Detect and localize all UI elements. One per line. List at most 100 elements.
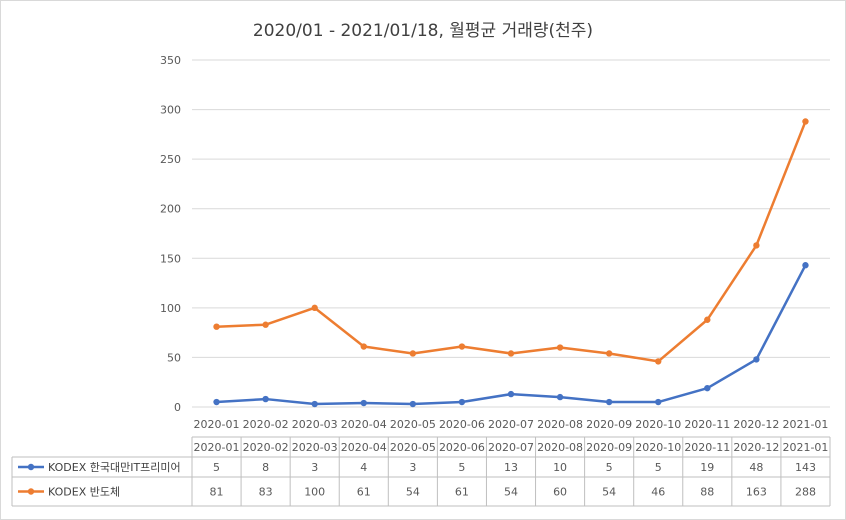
x-tick-label: 2020-07: [488, 418, 534, 431]
y-tick-labels: 0 50 100 150 200 250 300 350: [160, 54, 181, 414]
y-tick-label: 150: [160, 252, 181, 265]
x-tick-label: 2020-04: [341, 418, 387, 431]
data-point: [409, 350, 417, 357]
x-tick-label: 2020-08: [537, 418, 583, 431]
y-tick-label: 350: [160, 54, 181, 67]
data-point: [802, 262, 809, 269]
y-tick-label: 300: [160, 104, 181, 117]
y-tick-label: 0: [174, 401, 181, 414]
table-header-cell: 2020-06: [439, 441, 485, 454]
table-value-cell: 4: [360, 461, 367, 474]
y-tick-label: 100: [160, 302, 181, 315]
table-header-cell: 2020-01: [194, 441, 240, 454]
data-point: [605, 350, 613, 357]
series-lines: [213, 118, 809, 408]
data-point: [213, 398, 220, 406]
data-point: [458, 343, 466, 350]
table-header-cell: 2020-04: [341, 441, 387, 454]
table-header-cell: 2020-12: [733, 441, 779, 454]
table-value-cell: 46: [651, 486, 665, 499]
table-value-cell: 10: [553, 461, 567, 474]
table-header-cell: 2020-03: [292, 441, 338, 454]
table-value-cell: 3: [409, 461, 416, 474]
data-point: [409, 400, 417, 408]
series-line: [216, 121, 807, 363]
x-tick-label: 2020-12: [733, 418, 779, 431]
table-value-cell: 5: [655, 461, 662, 474]
table-header-cell: 2020-07: [488, 441, 534, 454]
table-value-cell: 19: [700, 461, 714, 474]
x-tick-label: 2020-01: [194, 418, 240, 431]
table-value-cell: 61: [455, 486, 469, 499]
data-point: [753, 356, 760, 363]
table-header-cell: 2020-08: [537, 441, 583, 454]
x-tick-labels: 2020-01 2020-02 2020-03 2020-04 2020-05 2020-…: [194, 418, 829, 431]
table-value-cell: 48: [749, 461, 763, 474]
table-value-cell: 83: [259, 486, 273, 499]
data-point: [704, 384, 711, 392]
table-value-cell: 13: [504, 461, 518, 474]
data-point: [753, 242, 760, 249]
x-tick-label: 2020-06: [439, 418, 485, 431]
table-header-cell: 2020-10: [635, 441, 681, 454]
table-header-cell: 2021-01: [782, 441, 828, 454]
data-point: [360, 399, 367, 407]
table-value-cell: 54: [504, 486, 518, 499]
data-point: [458, 398, 466, 406]
table-value-cell: 143: [795, 461, 816, 474]
data-point: [655, 398, 662, 406]
x-tick-label: 2020-10: [635, 418, 681, 431]
table-value-cell: 88: [700, 486, 714, 499]
table-header-cell: 2020-09: [586, 441, 632, 454]
data-table: 2020-01 2020-02 2020-03 2020-04 2020-05 2020-…: [11, 436, 831, 507]
table-value-cell: 60: [553, 486, 567, 499]
chart-title: 2020/01 - 2021/01/18, 월평균 거래량(천주): [252, 21, 594, 41]
data-point: [556, 393, 564, 401]
x-tick-label: 2020-02: [243, 418, 289, 431]
data-point: [311, 304, 318, 312]
data-point: [262, 321, 269, 328]
data-point: [507, 390, 515, 398]
x-tick-label: 2020-09: [586, 418, 632, 431]
x-tick-label: 2021-01: [782, 418, 828, 431]
series-line: [216, 264, 807, 406]
gridlines: [192, 59, 830, 408]
data-point: [704, 316, 711, 323]
data-point: [360, 343, 367, 350]
data-point: [655, 358, 662, 365]
y-tick-label: 250: [160, 153, 181, 166]
data-point: [802, 118, 809, 125]
x-tick-label: 2020-11: [684, 418, 730, 431]
table-value-cell: 8: [262, 461, 269, 474]
data-point: [556, 344, 564, 351]
x-tick-label: 2020-03: [292, 418, 338, 431]
table-value-cell: 5: [458, 461, 465, 474]
legend-label: KODEX 반도체: [48, 486, 120, 499]
x-tick-label: 2020-05: [390, 418, 436, 431]
table-value-cell: 288: [795, 486, 816, 499]
table-header-cell: 2020-05: [390, 441, 436, 454]
table-value-cell: 54: [602, 486, 616, 499]
table-value-cell: 81: [210, 486, 224, 499]
table-value-cell: 3: [311, 461, 318, 474]
y-tick-label: 200: [160, 203, 181, 216]
data-point: [605, 398, 613, 406]
table-value-cell: 5: [213, 461, 220, 474]
data-point: [213, 323, 220, 330]
table-header-cell: 2020-11: [684, 441, 730, 454]
y-tick-label: 50: [167, 351, 181, 364]
table-value-cell: 54: [406, 486, 420, 499]
legend-marker: [27, 488, 35, 495]
legend-label: KODEX 한국대만IT프리미어: [48, 461, 181, 474]
data-point: [507, 350, 515, 357]
table-value-cell: 163: [746, 486, 767, 499]
table-value-cell: 5: [606, 461, 613, 474]
data-point: [262, 395, 269, 403]
data-point: [311, 400, 318, 408]
table-header-cell: 2020-02: [243, 441, 289, 454]
legend-marker: [27, 463, 35, 471]
table-value-cell: 61: [357, 486, 371, 499]
table-value-cell: 100: [304, 486, 325, 499]
